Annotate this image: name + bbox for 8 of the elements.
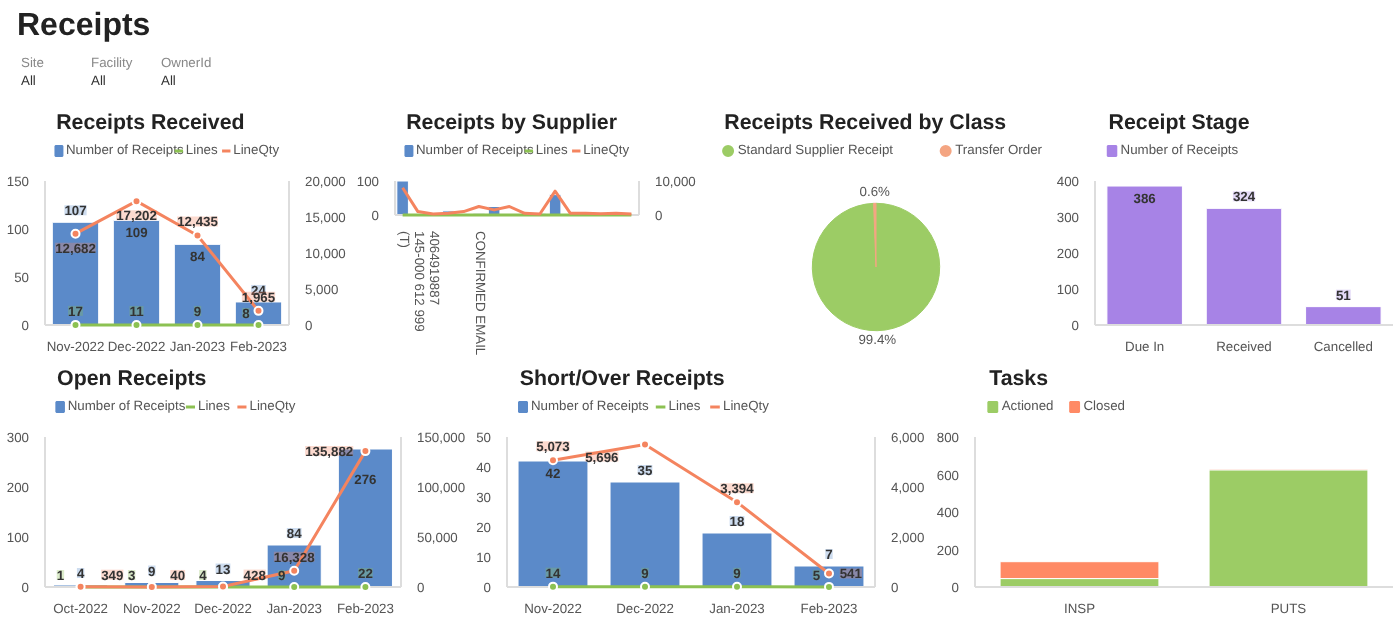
chart-title: Tasks [989, 367, 1049, 391]
chart-title: Receipts Received [56, 111, 245, 135]
chart-title: Receipt Stage [1108, 111, 1250, 135]
chart-title: Short/Over Receipts [519, 367, 725, 391]
text: Receipts [17, 9, 151, 43]
chart-title: Open Receipts [57, 367, 207, 391]
chart-title: Receipts by Supplier [406, 111, 617, 135]
chart-title: Receipts Received by Class [724, 111, 1007, 135]
